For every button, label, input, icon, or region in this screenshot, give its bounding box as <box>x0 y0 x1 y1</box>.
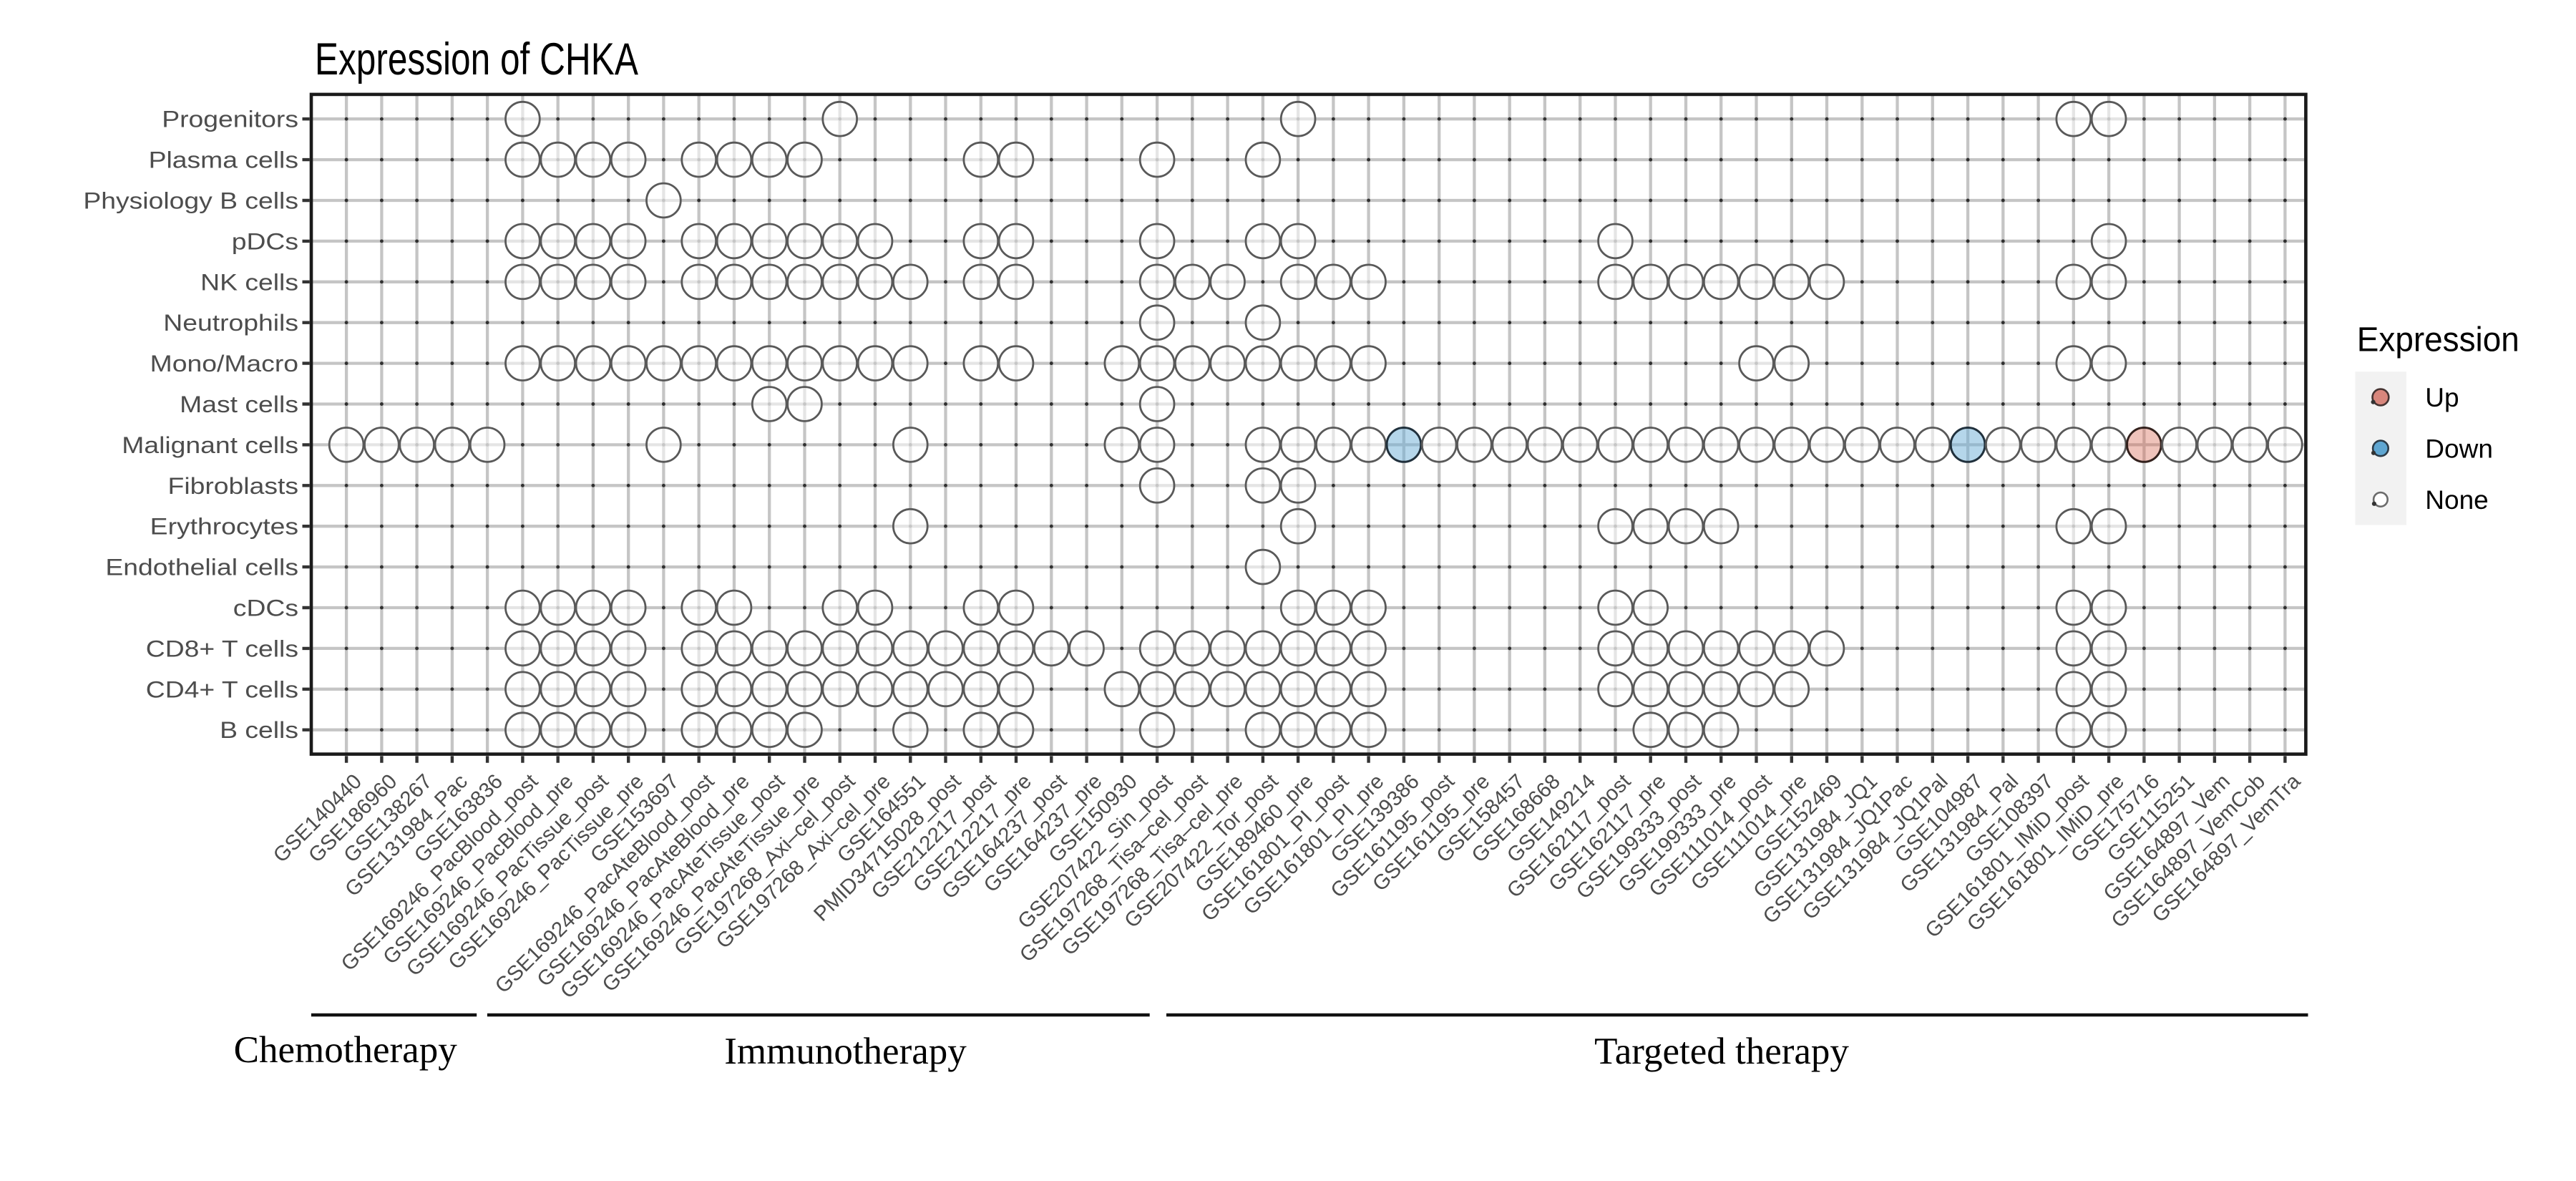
svg-text:pDCs: pDCs <box>232 230 298 255</box>
svg-text:Immunotherapy: Immunotherapy <box>724 1031 967 1072</box>
svg-text:cDCs: cDCs <box>233 596 298 621</box>
svg-text:Expression of CHKA: Expression of CHKA <box>315 34 638 84</box>
svg-text:Neutrophils: Neutrophils <box>163 311 298 336</box>
svg-text:Up: Up <box>2425 383 2459 412</box>
svg-text:Physiology B cells: Physiology B cells <box>83 189 298 214</box>
svg-text:Endothelial cells: Endothelial cells <box>105 555 298 580</box>
svg-text:CD4+ T cells: CD4+ T cells <box>146 678 298 703</box>
svg-text:Fibroblasts: Fibroblasts <box>168 474 298 499</box>
svg-text:Chemotherapy: Chemotherapy <box>234 1029 458 1071</box>
svg-text:Mast cells: Mast cells <box>180 392 298 417</box>
svg-text:Expression: Expression <box>2357 321 2519 359</box>
svg-text:Mono/Macro: Mono/Macro <box>150 351 298 376</box>
svg-text:Targeted therapy: Targeted therapy <box>1594 1031 1849 1072</box>
svg-text:Down: Down <box>2425 434 2493 464</box>
svg-text:Malignant cells: Malignant cells <box>122 433 298 458</box>
svg-text:NK cells: NK cells <box>200 271 298 296</box>
svg-text:Erythrocytes: Erythrocytes <box>150 515 298 540</box>
svg-text:Plasma cells: Plasma cells <box>149 148 298 173</box>
svg-text:CD8+ T cells: CD8+ T cells <box>146 637 298 662</box>
svg-text:B cells: B cells <box>220 719 298 744</box>
svg-text:None: None <box>2425 485 2488 515</box>
svg-text:Progenitors: Progenitors <box>162 107 298 132</box>
